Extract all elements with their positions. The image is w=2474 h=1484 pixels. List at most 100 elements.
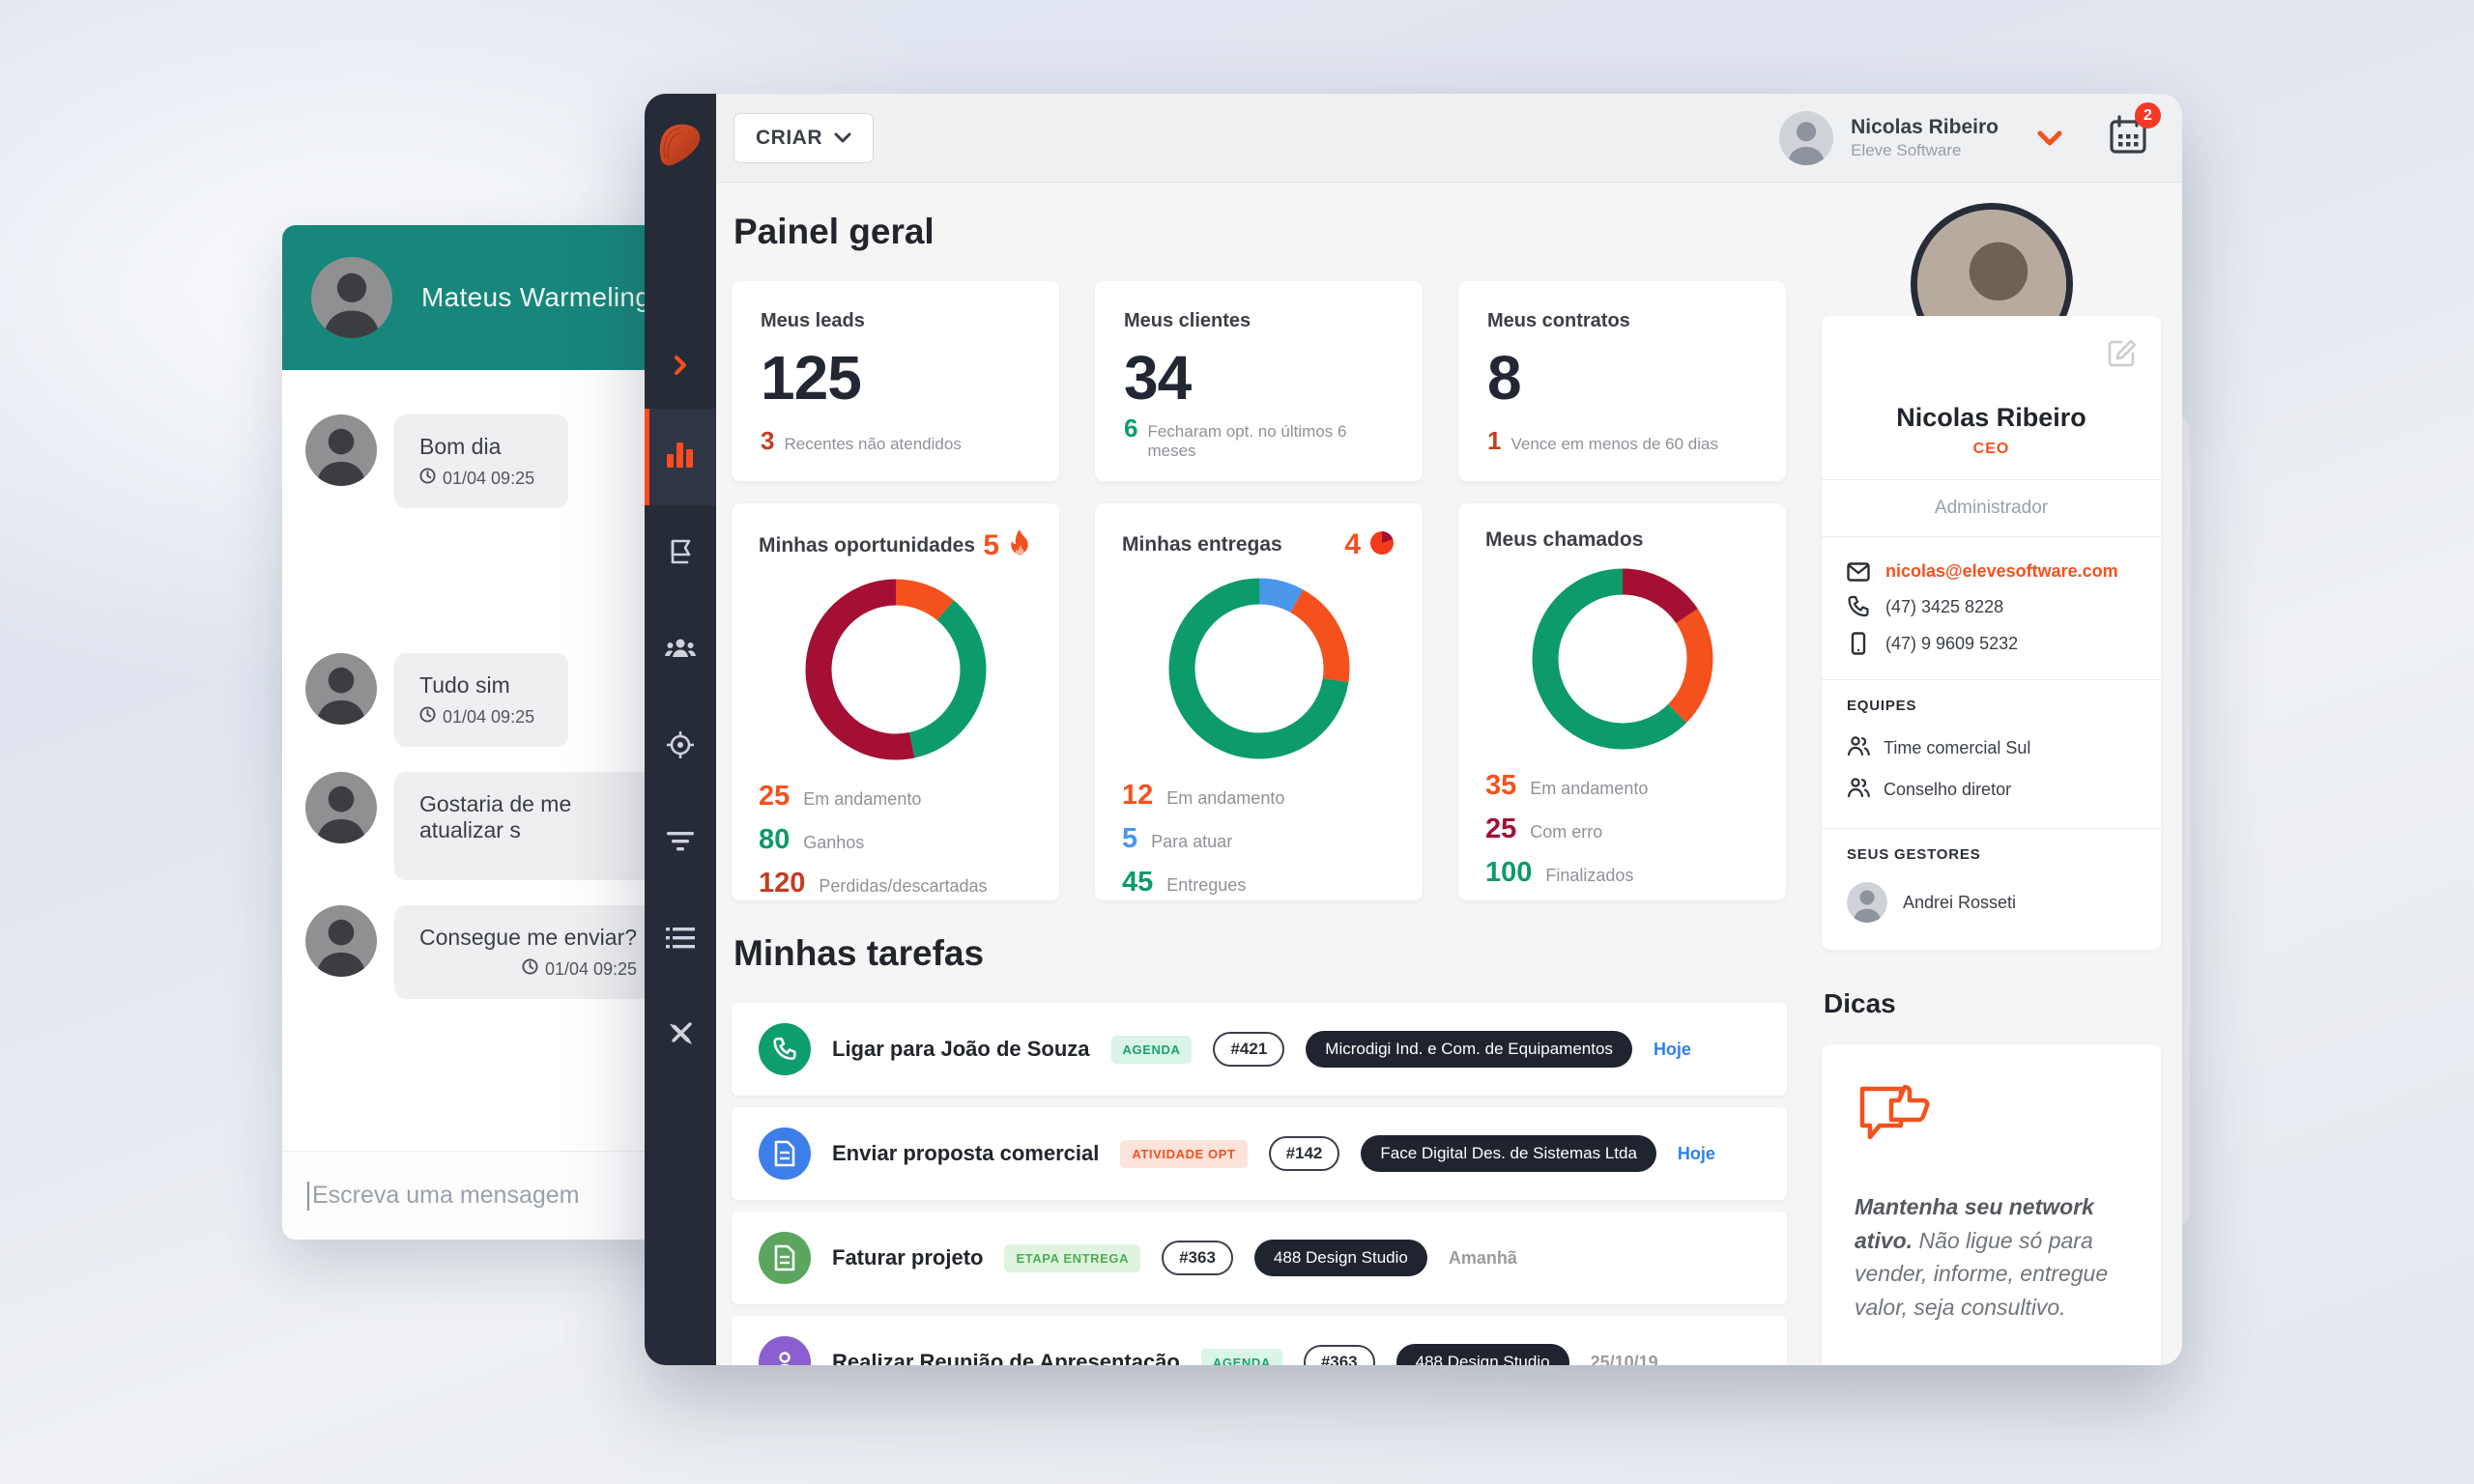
team-name: Time comercial Sul: [1884, 738, 2031, 757]
sidebar-item-activities[interactable]: [645, 892, 716, 988]
legend-label: Finalizados: [1545, 865, 1634, 885]
mail-icon: [1847, 561, 1870, 582]
team-name: Conselho diretor: [1884, 780, 2012, 799]
legend-row: 35 Em andamento: [1485, 764, 1759, 808]
user-identity: Nicolas Ribeiro Eleve Software: [1851, 115, 1999, 159]
message-text: Tudo sim: [419, 672, 510, 698]
clock-icon: [419, 706, 436, 728]
stat-card[interactable]: Meus leads 125 3 Recentes não atendidos: [732, 281, 1059, 481]
sidebar-expand[interactable]: [645, 335, 716, 399]
donut-chart: [1485, 557, 1759, 760]
donut-chart-card[interactable]: Minhas entregas 4 12 Em andamento 5 Para…: [1095, 503, 1423, 900]
message-text: Consegue me enviar?: [419, 925, 638, 950]
legend-label: Entregues: [1166, 874, 1247, 895]
manager-avatar: [1847, 882, 1887, 923]
stat-title: Meus leads: [761, 310, 865, 331]
task-due-date: Hoje: [1653, 1039, 1691, 1059]
chat-contact-avatar: [311, 257, 392, 338]
chart-title: Minhas entregas: [1122, 533, 1282, 556]
task-row[interactable]: Realizar Reunião de Apresentação AGENDA …: [732, 1316, 1787, 1365]
profile-teams-section: EQUIPES Time comercial Sul Conselho diret…: [1822, 679, 2161, 828]
sidebar-item-contacts[interactable]: [645, 505, 716, 602]
message-avatar: [305, 653, 377, 725]
profile-card: Nicolas Ribeiro CEO Administrador nicola…: [1822, 316, 2161, 950]
donut-chart: [759, 568, 1032, 771]
user-avatar[interactable]: [1779, 110, 1834, 165]
sidebar-item-dashboard[interactable]: [645, 409, 716, 505]
sidebar-item-opportunities[interactable]: [645, 699, 716, 795]
chart-alert-badge: 5: [983, 528, 1032, 562]
sidebar-item-filters[interactable]: [645, 795, 716, 892]
clock-pie-icon: [1368, 529, 1395, 561]
task-row[interactable]: Enviar proposta comercial ATIVIDADE OPT …: [732, 1107, 1787, 1200]
people-icon: [1847, 777, 1870, 803]
profile-role: CEO: [1972, 441, 2010, 457]
task-number-pill: #142: [1268, 1136, 1340, 1171]
stat-title: Meus clientes: [1124, 310, 1251, 331]
legend-value: 25: [1485, 813, 1517, 844]
chevron-right-icon: [670, 355, 691, 381]
manager-item[interactable]: Andrei Rosseti: [1847, 876, 2136, 932]
user-company: Eleve Software: [1851, 140, 1962, 159]
create-button[interactable]: CRIAR: [734, 112, 874, 163]
task-tag: ATIVIDADE OPT: [1120, 1139, 1248, 1168]
chart-legend: 35 Em andamento 25 Com erro 100 Finaliza…: [1485, 764, 1759, 895]
notification-badge: 2: [2135, 102, 2161, 128]
crm-dashboard-window: CRIAR Nicolas Ribeiro Eleve Software: [645, 94, 2182, 1365]
chat-message-input[interactable]: Escreva uma mensagem: [282, 1151, 680, 1240]
calendar-notifications-button[interactable]: 2: [2107, 102, 2161, 161]
edit-profile-icon[interactable]: [2107, 337, 2138, 368]
managers-heading: SEUS GESTORES: [1847, 846, 1981, 863]
clock-icon: [522, 958, 538, 980]
chat-message: Bom dia 01/04 09:25: [305, 414, 680, 508]
team-item[interactable]: Time comercial Sul: [1847, 728, 2136, 769]
stat-card[interactable]: Meus contratos 8 1 Vence em menos de 60 …: [1458, 281, 1786, 481]
team-item[interactable]: Conselho diretor: [1847, 769, 2136, 811]
phone-icon: [1848, 595, 1869, 617]
topbar: CRIAR Nicolas Ribeiro Eleve Software: [716, 94, 2182, 183]
chat-header[interactable]: Mateus Warmeling: [282, 225, 680, 370]
stat-value: 8: [1487, 343, 1522, 413]
chat-input-placeholder: Escreva uma mensagem: [312, 1182, 580, 1209]
tasks-list: Ligar para João de Souza AGENDA #421 Mic…: [732, 1003, 1787, 1365]
manager-name: Andrei Rosseti: [1903, 892, 2017, 912]
create-button-label: CRIAR: [756, 126, 822, 149]
profile-phone-row: (47) 3425 8228: [1847, 588, 2136, 625]
task-row[interactable]: Ligar para João de Souza AGENDA #421 Mic…: [732, 1003, 1787, 1096]
tips-title: Dicas: [1824, 988, 1896, 1018]
legend-row: 45 Entregues: [1122, 861, 1395, 904]
legend-label: Com erro: [1530, 821, 1603, 842]
tips-card: Mantenha seu network ativo. Não ligue só…: [1822, 1044, 2161, 1365]
profile-email: nicolas@elevesoftware.com: [1885, 561, 2118, 581]
legend-label: Perdidas/descartadas: [819, 875, 988, 896]
message-text: Bom dia: [419, 434, 502, 459]
task-due-date: Hoje: [1677, 1143, 1715, 1163]
task-row[interactable]: Faturar projeto ETAPA ENTREGA #363 488 D…: [732, 1212, 1787, 1304]
book-icon: [666, 538, 695, 570]
account-menu-chevron-icon[interactable]: [2037, 130, 2062, 146]
legend-label: Em andamento: [1166, 788, 1285, 808]
profile-email-link[interactable]: nicolas@elevesoftware.com: [1847, 555, 2136, 588]
sidebar-item-clients[interactable]: [645, 602, 716, 699]
legend-row: 25 Com erro: [1485, 808, 1759, 851]
message-time: 01/04 09:25: [419, 958, 637, 980]
tip-text-bold: Mantenha seu network ativo.: [1855, 1194, 2094, 1253]
legend-value: 80: [759, 823, 791, 855]
message-avatar: [305, 414, 377, 486]
legend-label: Para atuar: [1151, 831, 1233, 851]
message-time: 01/04 09:25: [419, 706, 543, 728]
donut-chart-card[interactable]: Minhas oportunidades 5 25 Em andamento 8…: [732, 503, 1059, 900]
task-due-date: 25/10/19: [1590, 1352, 1658, 1366]
sidebar-item-tools[interactable]: [645, 988, 716, 1085]
legend-label: Em andamento: [1530, 779, 1649, 798]
stats-row: Meus leads 125 3 Recentes não atendidos M…: [732, 281, 1787, 481]
donut-chart-card[interactable]: Meus chamados 35 Em andamento 25 Com err…: [1458, 503, 1786, 900]
task-number-pill: #421: [1213, 1032, 1285, 1067]
tools-icon: [666, 1020, 695, 1054]
stat-card[interactable]: Meus clientes 34 6 Fecharam opt. no últi…: [1095, 281, 1423, 481]
donut-chart: [1122, 567, 1395, 770]
mobile-icon: [1851, 632, 1866, 655]
legend-value: 120: [759, 867, 806, 899]
list-icon: [666, 927, 695, 955]
profile-name: Nicolas Ribeiro: [1896, 403, 2086, 432]
